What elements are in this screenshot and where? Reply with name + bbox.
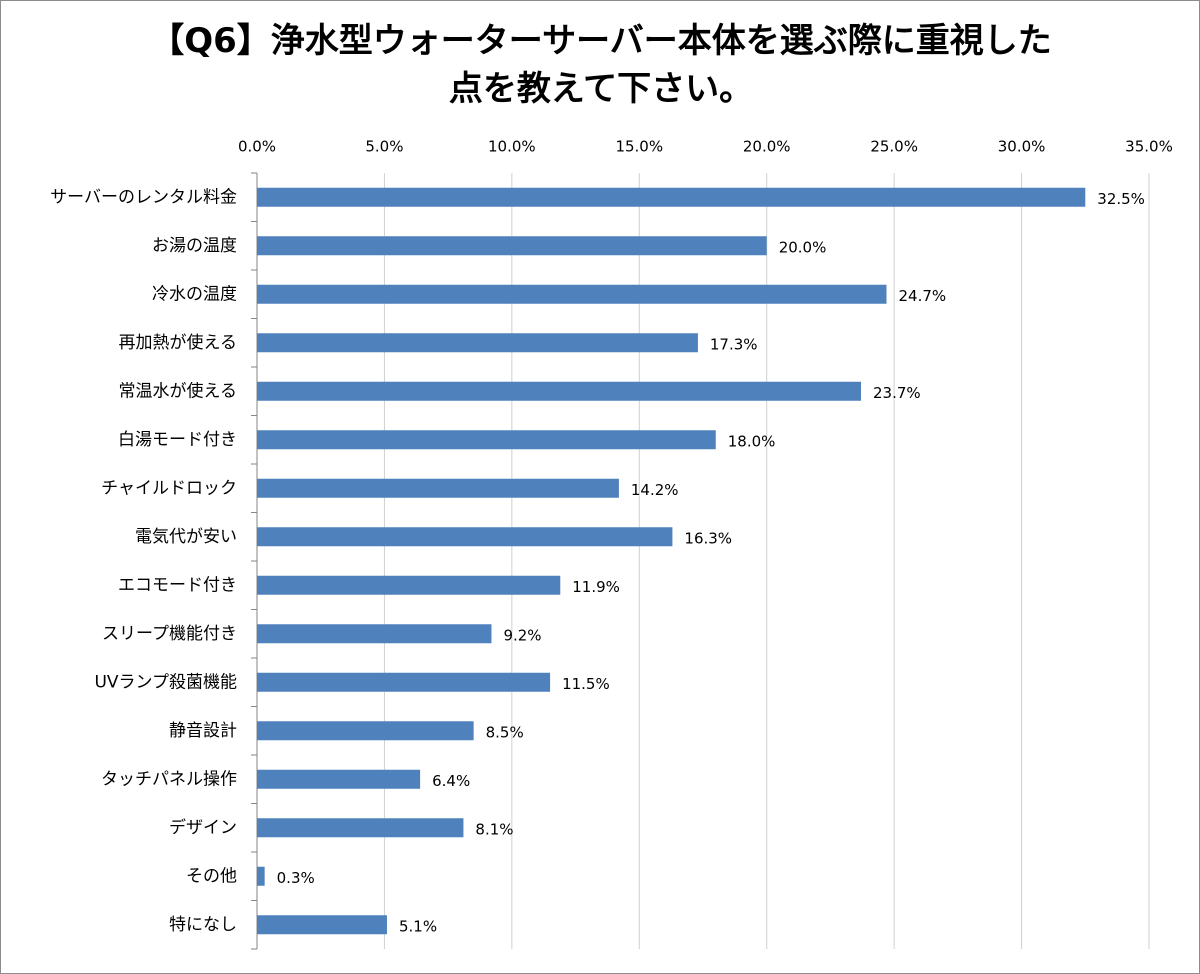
value-label: 9.2% [503,626,541,644]
bar [257,866,265,886]
value-label: 5.1% [399,917,437,935]
x-tick-label: 35.0% [1125,138,1173,156]
value-label: 6.4% [432,772,470,790]
bar [257,721,474,741]
bar [257,769,421,789]
y-tick-label: デザイン [169,817,237,838]
bar [257,333,698,353]
x-tick-label: 30.0% [998,138,1046,156]
bar [257,915,387,935]
y-tick-label: その他 [186,866,237,886]
x-tick-label: 10.0% [488,138,536,156]
value-label: 20.0% [779,238,827,256]
bar [257,527,673,547]
bar [257,818,464,838]
y-tick-label: お湯の温度 [152,236,237,256]
value-label: 8.1% [475,820,513,838]
bar [257,284,887,304]
x-tick-label: 25.0% [870,138,918,156]
value-label: 18.0% [728,432,776,450]
x-tick-label: 5.0% [365,138,403,156]
y-tick-label: サーバーのレンタル料金 [50,187,237,207]
bar [257,187,1086,207]
x-tick-label: 15.0% [615,138,663,156]
value-label: 8.5% [486,723,524,741]
y-tick-label: エコモード付き [118,575,237,595]
value-label: 0.3% [277,869,315,887]
bar [257,381,862,401]
y-tick-label: 白湯モード付き [118,430,237,450]
bar [257,575,561,595]
value-label: 14.2% [631,481,679,499]
value-label: 23.7% [873,384,921,402]
bar [257,672,551,692]
x-tick-label: 0.0% [238,138,276,156]
value-label: 32.5% [1097,190,1145,208]
bar [257,236,767,256]
value-label: 17.3% [710,335,758,353]
y-tick-label: 電気代が安い [135,527,237,547]
bar [257,478,619,498]
y-tick-label: 冷水の温度 [152,284,237,304]
bar [257,430,716,450]
y-tick-label: 特になし [169,915,237,935]
x-tick-label: 20.0% [743,138,791,156]
y-tick-label: スリープ機能付き [102,624,237,644]
y-tick-label: チャイルドロック [101,478,237,498]
y-tick-label: 再加熱が使える [119,332,238,353]
value-label: 16.3% [684,529,732,547]
value-label: 24.7% [898,287,946,305]
value-label: 11.9% [572,578,620,596]
bar [257,624,492,644]
y-tick-label: タッチパネル操作 [101,769,237,789]
y-tick-label: 静音設計 [169,721,237,741]
y-tick-label: 常温水が使える [119,380,238,401]
y-tick-label: UVランプ殺菌機能 [94,672,237,692]
chart-title: 【Q6】浄水型ウォーターサーバー本体を選ぶ際に重視した点を教えて下さい。 [150,21,1052,109]
value-label: 11.5% [562,675,610,693]
